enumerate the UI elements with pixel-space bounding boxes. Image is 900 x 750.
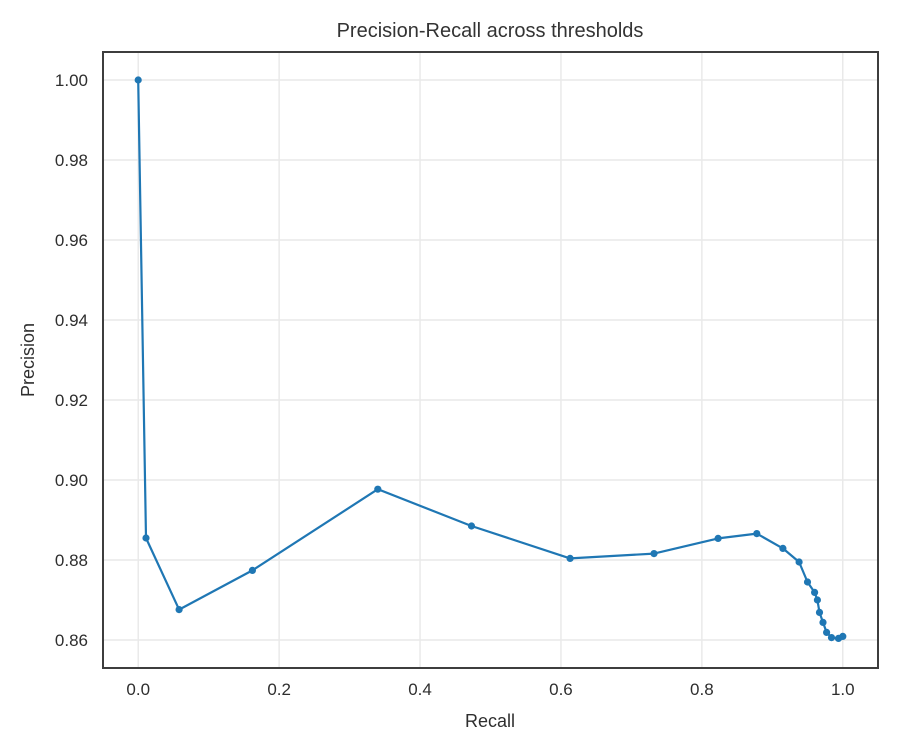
x-tick-label: 0.4 — [408, 680, 432, 699]
plot-spines — [102, 51, 879, 669]
data-point-marker — [134, 76, 142, 84]
y-tick-label: 0.88 — [55, 551, 88, 570]
data-point-marker — [823, 628, 831, 637]
data-point-marker — [753, 530, 761, 538]
y-axis-label: Precision — [18, 323, 38, 397]
y-tick-label: 0.96 — [55, 231, 88, 250]
data-point-marker — [839, 632, 847, 641]
data-point-marker — [248, 566, 256, 575]
data-point-marker — [811, 588, 819, 597]
data-point-marker — [819, 618, 827, 627]
y-tick-label: 1.00 — [55, 71, 88, 90]
series-layer — [134, 76, 847, 643]
data-point-marker — [175, 606, 183, 614]
data-point-marker — [779, 544, 787, 553]
data-point-marker — [650, 550, 658, 558]
x-tick-label: 0.2 — [267, 680, 291, 699]
data-point-marker — [374, 485, 382, 493]
x-axis-label: Recall — [465, 711, 515, 731]
spine-layer — [102, 51, 879, 669]
y-tick-label: 0.92 — [55, 391, 88, 410]
x-tick-label: 1.0 — [831, 680, 855, 699]
chart-title: Precision-Recall across thresholds — [337, 20, 644, 42]
x-tick-label: 0.8 — [690, 680, 714, 699]
data-point-marker — [827, 634, 836, 642]
y-tick-label: 0.94 — [55, 311, 88, 330]
y-tick-label: 0.90 — [55, 471, 88, 490]
x-tick-label: 0.6 — [549, 680, 573, 699]
data-point-marker — [142, 534, 150, 542]
y-tick-label: 0.98 — [55, 151, 88, 170]
y-tick-label: 0.86 — [55, 631, 88, 650]
data-point-marker — [714, 534, 722, 543]
grid-layer — [103, 52, 878, 668]
data-point-marker — [566, 554, 574, 563]
data-point-marker — [815, 608, 824, 617]
tick-label-layer: 0.0 0.2 0.4 0.6 0.8 1.0 0.86 0.88 0.90 0.92 0.94 0.… — [55, 71, 855, 699]
x-tick-label: 0.0 — [126, 680, 150, 699]
data-point-marker — [813, 596, 822, 604]
data-point-marker — [467, 522, 476, 530]
data-point-marker — [795, 558, 803, 566]
data-point-marker — [803, 578, 812, 586]
precision-recall-curve-line — [137, 78, 844, 640]
